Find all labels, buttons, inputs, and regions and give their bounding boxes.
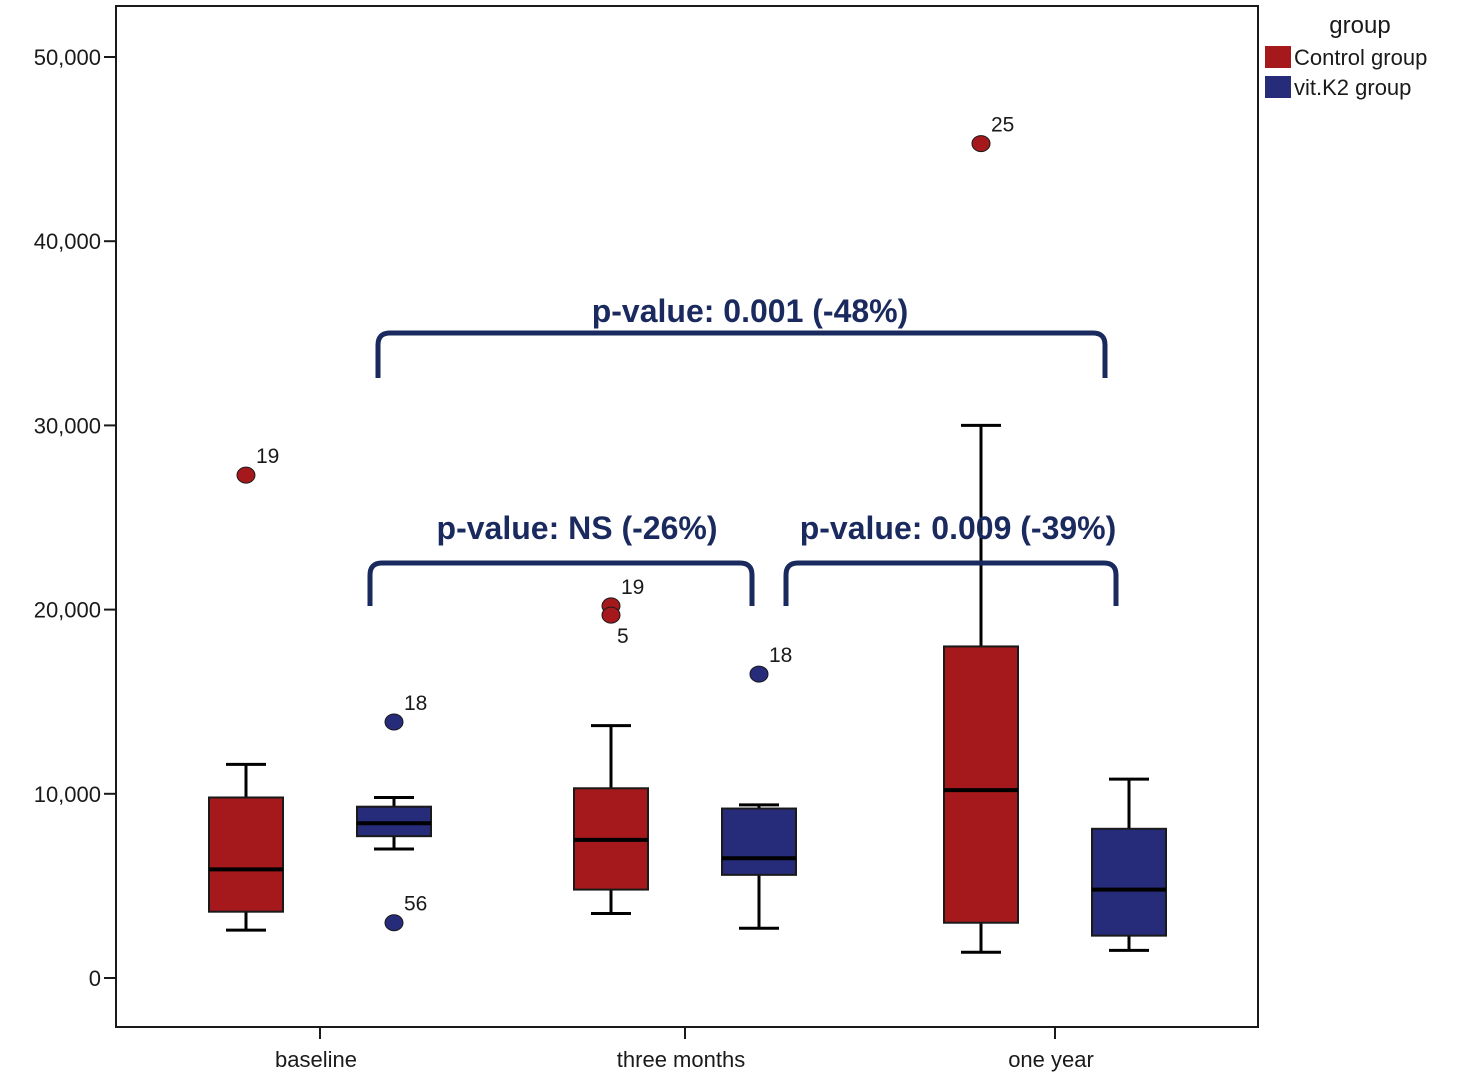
outlier-point-0 <box>749 665 769 683</box>
x-tick-label-0: baseline <box>275 1047 357 1072</box>
plot-frame <box>115 5 1259 1028</box>
y-axis: 0 10,000 20,000 30,000 40,000 50,000 <box>34 45 116 991</box>
outlier-point-0 <box>236 466 256 484</box>
x-tick-label-2: one year <box>1008 1047 1094 1072</box>
outlier-point-1 <box>384 914 404 932</box>
box-vit-k2-group-one-year <box>1091 777 1167 952</box>
legend-label-0: Control group <box>1294 45 1427 70</box>
legend: group Control group vit.K2 group <box>1265 12 1427 100</box>
box-control-group-baseline: 19 <box>208 445 284 932</box>
outlier-point-1 <box>601 606 621 624</box>
y-tick-label-0: 0 <box>89 966 101 991</box>
y-tick-label-4: 40,000 <box>34 229 101 254</box>
outlier-label-0: 25 <box>991 114 1014 137</box>
legend-swatch-1 <box>1265 76 1291 98</box>
y-tick-label-2: 20,000 <box>34 598 101 623</box>
legend-swatch-0 <box>1265 46 1291 68</box>
iqr-box <box>721 807 797 876</box>
x-axis: baseline three months one year <box>275 1027 1094 1072</box>
bracket-label-2: p-value: 0.009 (-39%) <box>800 510 1117 546</box>
outlier-label-0: 19 <box>621 576 644 599</box>
bracket-1 <box>367 560 755 606</box>
box-control-group-one-year: 25 <box>943 114 1019 954</box>
outlier-label-1: 56 <box>404 893 427 916</box>
bracket-2 <box>783 560 1119 606</box>
bracket-label-1: p-value: NS (-26%) <box>437 510 718 546</box>
legend-label-1: vit.K2 group <box>1294 75 1411 100</box>
outlier-label-0: 18 <box>404 692 427 715</box>
iqr-box <box>943 645 1019 924</box>
box-vit-k2-group-three-months: 18 <box>721 644 797 930</box>
y-tick-label-5: 50,000 <box>34 45 101 70</box>
outlier-label-0: 18 <box>769 644 792 667</box>
bracket-0 <box>375 330 1108 378</box>
outlier-label-1: 5 <box>617 625 629 648</box>
iqr-box <box>1091 827 1167 937</box>
bracket-label-0: p-value: 0.001 (-48%) <box>592 293 909 329</box>
y-tick-label-1: 10,000 <box>34 782 101 807</box>
significance-brackets: p-value: 0.001 (-48%) p-value: NS (-26%) p… <box>367 293 1119 606</box>
box-control-group-three-months: 19 5 <box>573 576 649 916</box>
iqr-box <box>208 796 284 913</box>
outlier-label-0: 19 <box>256 445 279 468</box>
outlier-point-0 <box>971 135 991 153</box>
y-tick-label-3: 30,000 <box>34 413 101 438</box>
x-tick-label-1: three months <box>617 1047 745 1072</box>
outlier-point-0 <box>384 713 404 731</box>
legend-title: group <box>1329 12 1390 39</box>
